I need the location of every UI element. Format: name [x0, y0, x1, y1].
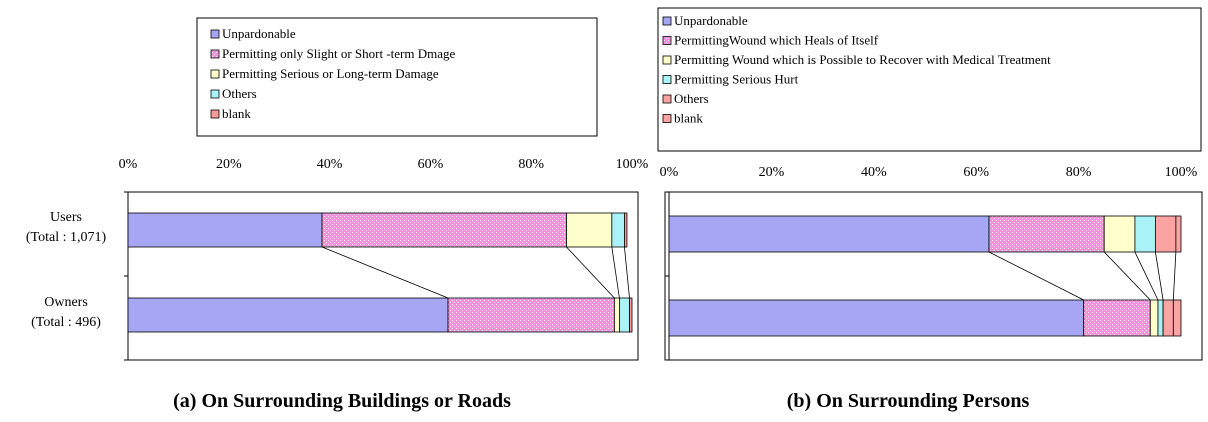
legend-swatch-blank [662, 114, 672, 123]
bar-owners-blank [1172, 299, 1182, 337]
x-tick-labels-b: 0% 20% 40% 60% 80% 100% [660, 165, 1198, 180]
x-tick-label: 80% [1066, 165, 1092, 180]
legend-label-permitting-serious-hurt: Permitting Serious Hurt [674, 72, 799, 87]
caption-b: (b) On Surrounding Persons [787, 390, 1030, 412]
x-tick-label: 60% [963, 165, 989, 180]
bar-users-permitting-serious-hurt [1134, 215, 1156, 253]
connectors-b [988, 251, 1177, 301]
bar-owners-unpardonable [127, 297, 449, 333]
bar-owners-permitting-serious-or-long-term-damage [613, 297, 620, 333]
category-label-users-total: (Total : 1,071) [26, 230, 107, 245]
legend-label-unpardonable: Unpardonable [674, 13, 748, 28]
connector-line [566, 246, 615, 299]
bar-owners-permitting-wound-which-is-possible-to-recover-with-medical-treatment [1149, 299, 1159, 337]
bar-users-permitting-only-slight-or-short-term-dmage [321, 212, 567, 248]
bar-users-unpardonable [127, 212, 323, 248]
legend-b-box [657, 7, 1202, 152]
connector-line [321, 246, 449, 299]
bar-owners-blank [629, 297, 633, 333]
x-tick-label: 0% [660, 165, 679, 180]
legend-label-others: Others [222, 86, 257, 101]
connectors-a [321, 246, 630, 299]
connector-line [1155, 251, 1164, 301]
legend-swatch-unpardonable [662, 16, 672, 26]
legend-swatch-others [210, 89, 220, 99]
legend-b: Unpardonable PermittingWound which Heals … [657, 7, 1202, 152]
bar-owners-unpardonable [668, 299, 1085, 337]
x-tick-label: 20% [759, 165, 785, 180]
legend-a: Unpardonable Permitting only Slight or Sh… [196, 17, 598, 137]
connector-line [1134, 251, 1159, 301]
connector-line [611, 246, 620, 299]
connector-line [1172, 251, 1177, 301]
legend-label-permitting-only-slight-or-short-term-dmage: Permitting only Slight or Short -term Dm… [222, 46, 455, 61]
bar-owners-others [1162, 299, 1174, 337]
x-tick-label: 40% [317, 157, 343, 172]
connector-line [1103, 251, 1151, 301]
bar-users-blank [1175, 215, 1182, 253]
caption-a: (a) On Surrounding Buildings or Roads [173, 390, 511, 412]
y-axis-a [124, 191, 129, 361]
legend-swatch-blank [210, 109, 220, 119]
x-tick-label: 60% [418, 157, 444, 172]
category-label-owners-total: (Total : 496) [31, 315, 101, 330]
bar-users-blank [624, 212, 628, 248]
legend-label-blank: blank [222, 106, 251, 121]
legend-label-permittingwound-which-heals-of-itself: PermittingWound which Heals of Itself [674, 33, 879, 48]
legend-swatch-others [662, 94, 672, 104]
bars-b [668, 215, 1182, 337]
x-tick-label: 20% [216, 157, 242, 172]
x-tick-labels-a: 0% 20% 40% 60% 80% 100% [119, 157, 649, 172]
x-tick-label: 100% [616, 157, 649, 172]
bars-a [127, 212, 633, 333]
chart-a: 0% 20% 40% 60% 80% 100% Users (Total : 1,071) O… [26, 157, 649, 361]
chart-b: 0% 20% 40% 60% 80% 100% [660, 165, 1203, 361]
legend-swatch-permitting-only-slight-or-short-term-dmage [210, 49, 220, 59]
x-tick-label: 0% [119, 157, 138, 172]
legend-swatch-permitting-wound-which-is-possible-to-recover-with-medical-treatment [662, 55, 672, 65]
legend-swatch-permitting-serious-or-long-term-damage [210, 69, 220, 79]
category-labels-a: Users (Total : 1,071) Owners (Total : 496) [26, 210, 107, 330]
bar-users-permitting-wound-which-is-possible-to-recover-with-medical-treatment [1103, 215, 1136, 253]
x-tick-label: 40% [861, 165, 887, 180]
bar-owners-permitting-serious-hurt [1157, 299, 1164, 337]
legend-label-permitting-serious-or-long-term-damage: Permitting Serious or Long-term Damage [222, 66, 439, 81]
legend-label-unpardonable: Unpardonable [222, 26, 296, 41]
bar-owners-permittingwound-which-heals-of-itself [1083, 299, 1151, 337]
bar-owners-others [619, 297, 630, 333]
bar-owners-permitting-only-slight-or-short-term-dmage [447, 297, 615, 333]
connector-line [988, 251, 1084, 301]
legend-swatch-unpardonable [210, 29, 220, 39]
legend-label-permitting-wound-which-is-possible-to-recover-with-medical-treatment: Permitting Wound which is Possible to Re… [674, 52, 1051, 67]
bar-users-others [611, 212, 625, 248]
x-tick-label: 80% [518, 157, 544, 172]
legend-label-blank: blank [674, 111, 703, 126]
category-label-owners: Owners [44, 295, 88, 310]
connector-line [624, 246, 630, 299]
bar-users-permitting-serious-or-long-term-damage [566, 212, 613, 248]
x-tick-label: 100% [1165, 165, 1198, 180]
category-label-users: Users [50, 210, 82, 225]
bar-users-unpardonable [668, 215, 990, 253]
legend-label-others: Others [674, 91, 709, 106]
bar-users-others [1155, 215, 1177, 253]
legend-swatch-permitting-serious-hurt [662, 75, 672, 84]
legend-swatch-permittingwound-which-heals-of-itself [662, 36, 672, 45]
legend-a-box [196, 17, 598, 137]
bar-users-permittingwound-which-heals-of-itself [988, 215, 1105, 253]
